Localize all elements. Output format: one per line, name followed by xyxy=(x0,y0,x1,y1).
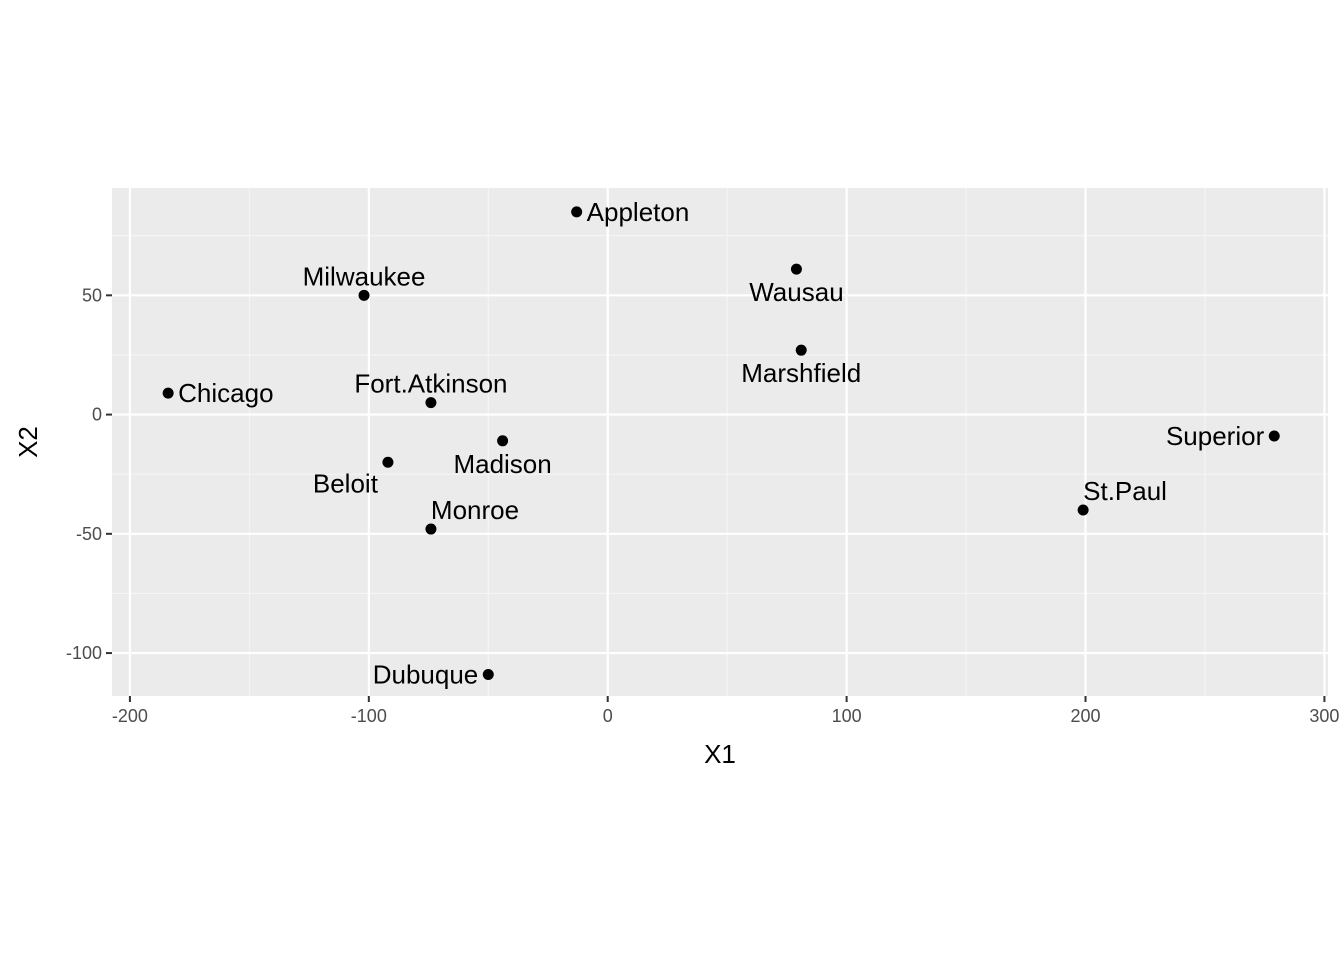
point-label: Fort.Atkinson xyxy=(354,369,507,399)
point-label: Wausau xyxy=(749,277,843,307)
x-tick-label: 200 xyxy=(1070,706,1100,726)
x-tick-label: -100 xyxy=(351,706,387,726)
data-point xyxy=(1268,430,1280,442)
data-point xyxy=(382,456,394,468)
x-tick-label: 100 xyxy=(832,706,862,726)
y-tick-label: 50 xyxy=(82,285,102,305)
x-tick-label: 300 xyxy=(1309,706,1339,726)
data-point xyxy=(425,397,437,409)
data-points xyxy=(162,206,1280,681)
grid-minor xyxy=(112,188,1328,696)
data-point xyxy=(425,523,437,535)
data-point xyxy=(482,669,494,681)
x-axis-title: X1 xyxy=(704,739,736,769)
data-point xyxy=(162,387,174,399)
data-point xyxy=(790,263,802,275)
y-tick-label: -50 xyxy=(76,524,102,544)
point-label: Milwaukee xyxy=(303,261,426,291)
point-label: Superior xyxy=(1166,421,1265,451)
plot-panel xyxy=(112,188,1328,696)
x-axis: -200 -100 0 100 200 300 xyxy=(112,696,1339,726)
x-tick-label: -200 xyxy=(112,706,148,726)
data-point xyxy=(497,435,509,447)
point-label: Monroe xyxy=(431,495,519,525)
point-label: Chicago xyxy=(178,378,273,408)
y-tick-label: 0 xyxy=(92,405,102,425)
point-labels: Appleton Milwaukee Wausau Marshfield Chicago… xyxy=(178,197,1264,690)
point-label: St.Paul xyxy=(1083,476,1167,506)
y-axis-title: X2 xyxy=(13,426,43,458)
data-point xyxy=(1077,504,1089,516)
data-point xyxy=(795,344,807,356)
y-axis: -100 -50 0 50 xyxy=(66,285,112,663)
point-label: Beloit xyxy=(313,468,379,498)
point-label: Dubuque xyxy=(373,660,479,690)
point-label: Madison xyxy=(453,449,551,479)
y-tick-label: -100 xyxy=(66,643,102,663)
grid-major xyxy=(112,188,1328,696)
point-label: Marshfield xyxy=(741,358,861,388)
data-point xyxy=(358,289,370,301)
data-point xyxy=(571,206,583,218)
point-label: Appleton xyxy=(587,197,690,227)
x-tick-label: 0 xyxy=(603,706,613,726)
